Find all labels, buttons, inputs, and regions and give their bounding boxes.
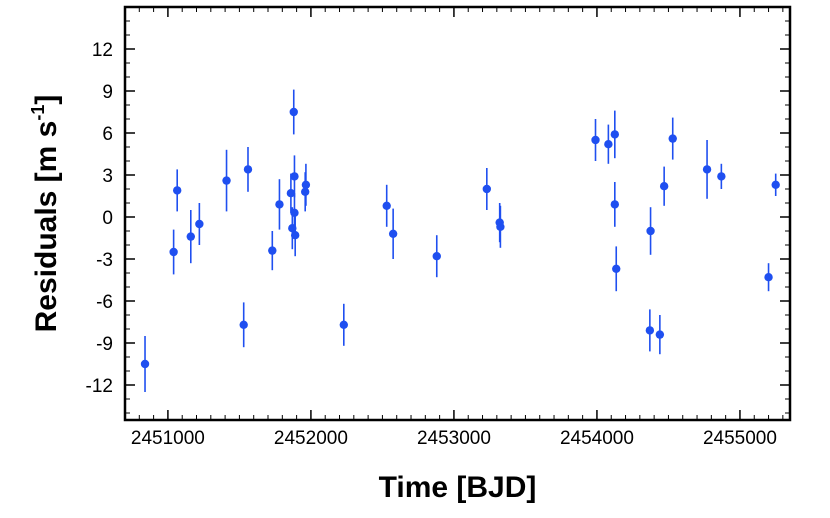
data-marker — [290, 208, 299, 217]
y-tick-label: 9 — [102, 82, 113, 103]
data-point — [482, 168, 492, 210]
data-point — [591, 119, 600, 161]
data-marker — [290, 231, 300, 240]
data-marker — [243, 165, 253, 174]
data-point — [186, 210, 195, 264]
data-point — [645, 309, 655, 352]
data-point — [432, 235, 441, 278]
data-point — [771, 173, 780, 196]
data-marker — [764, 273, 773, 282]
data-marker — [222, 176, 231, 185]
data-point — [289, 89, 298, 135]
data-marker — [275, 200, 284, 209]
y-tick-label: -9 — [96, 334, 113, 355]
y-tick-label: -3 — [96, 250, 113, 271]
data-marker — [655, 330, 665, 339]
data-marker — [388, 229, 398, 238]
y-tick-label: 6 — [102, 124, 113, 145]
data-point — [275, 179, 284, 230]
y-tick-label: -12 — [86, 376, 113, 397]
y-tick-label: -6 — [96, 292, 113, 313]
data-point — [604, 124, 613, 164]
data-marker — [659, 182, 669, 191]
data-marker — [382, 201, 391, 210]
data-marker — [496, 222, 505, 231]
data-point — [301, 163, 311, 206]
y-tick-label: 0 — [102, 208, 113, 229]
tick-labels-layer: 2451000 2452000 2453000 2454000 2455000 12 9 6 3… — [86, 40, 777, 449]
data-point — [172, 169, 182, 212]
data-point — [659, 166, 669, 206]
data-marker — [169, 247, 178, 257]
data-point — [195, 203, 204, 245]
data-marker — [612, 264, 621, 273]
y-axis-title-main: Residuals [m s — [30, 121, 63, 333]
data-point — [222, 149, 231, 212]
data-point — [388, 208, 398, 259]
data-marker — [482, 184, 492, 194]
data-marker — [140, 359, 150, 369]
data-point — [286, 173, 296, 213]
y-axis-title: Residuals [m s-1] — [28, 95, 63, 333]
data-marker — [610, 200, 620, 209]
data-point — [382, 184, 391, 227]
data-marker — [604, 140, 613, 149]
data-point — [290, 155, 299, 198]
y-axis-title-close: ] — [30, 95, 63, 105]
data-marker — [268, 246, 277, 255]
data-marker — [610, 130, 620, 139]
x-tick-label: 2453000 — [417, 428, 491, 449]
y-tick-label: 3 — [102, 166, 113, 187]
data-point — [764, 263, 773, 292]
x-tick-label: 2452000 — [274, 428, 348, 449]
data-point — [702, 140, 712, 199]
data-point — [717, 163, 726, 189]
data-marker — [195, 219, 204, 229]
plot-frame — [123, 5, 792, 422]
data-marker — [339, 320, 349, 329]
data-marker — [301, 180, 311, 189]
data-point — [655, 315, 665, 355]
y-tick-label: 12 — [92, 40, 113, 61]
data-marker — [591, 135, 600, 145]
x-tick-label: 2451000 — [131, 428, 205, 449]
data-point — [610, 182, 620, 227]
data-point — [668, 117, 677, 160]
x-axis-title: Time [BJD] — [379, 471, 537, 504]
data-point — [169, 229, 178, 275]
data-point — [140, 336, 150, 392]
y-axis-title-superscript: -1 — [28, 105, 48, 121]
data-point — [268, 231, 277, 271]
data-point — [646, 207, 655, 255]
data-point — [339, 303, 349, 346]
data-point — [243, 147, 253, 192]
data-marker — [239, 320, 248, 329]
data-marker — [432, 252, 441, 261]
x-tick-label: 2455000 — [703, 428, 777, 449]
data-marker — [646, 226, 655, 236]
data-point — [496, 205, 505, 248]
data-marker — [771, 180, 780, 189]
ticks-layer — [124, 7, 790, 420]
data-point — [610, 110, 620, 159]
data-marker — [289, 107, 298, 117]
data-marker — [186, 232, 195, 241]
data-point — [290, 214, 300, 257]
data-marker — [668, 134, 677, 143]
data-points-layer — [140, 89, 780, 392]
data-point — [239, 302, 248, 348]
data-marker — [702, 165, 712, 174]
x-tick-label: 2454000 — [560, 428, 634, 449]
data-marker — [286, 189, 296, 198]
data-marker — [172, 186, 182, 195]
data-marker — [645, 326, 655, 335]
data-marker — [717, 172, 726, 181]
data-point — [612, 246, 621, 292]
data-marker — [290, 172, 299, 181]
